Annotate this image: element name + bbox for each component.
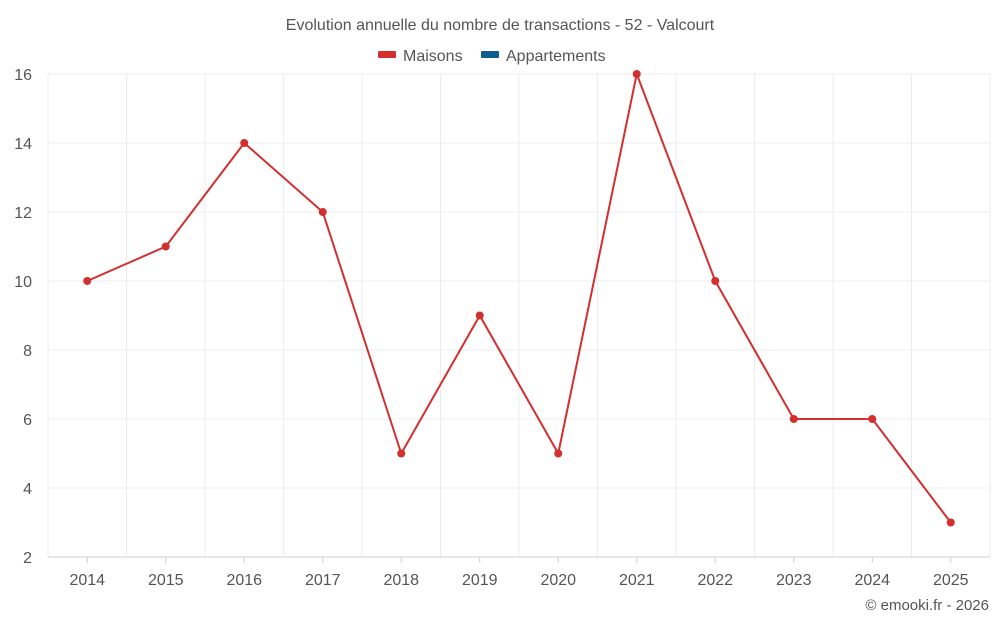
legend-label-maisons[interactable]: Maisons <box>403 48 463 65</box>
x-tick-label-2020: 2020 <box>540 572 576 589</box>
credit-text: © emooki.fr - 2026 <box>865 597 989 614</box>
y-tick-label-14: 14 <box>14 136 32 153</box>
legend-swatch-appartements[interactable] <box>481 51 499 58</box>
series-layer <box>83 70 955 527</box>
data-point-maisons-2020[interactable] <box>554 449 563 458</box>
y-tick-label-12: 12 <box>14 205 32 222</box>
data-point-maisons-2014[interactable] <box>83 277 92 285</box>
data-point-maisons-2016[interactable] <box>240 139 249 147</box>
data-point-maisons-2018[interactable] <box>397 449 406 458</box>
x-tick-label-2016: 2016 <box>226 572 262 589</box>
x-axis-ticks: 2014 2015 2016 2017 2018 2019 2020 2021 2022 2023… <box>69 557 969 589</box>
x-tick-label-2024: 2024 <box>854 572 890 589</box>
x-tick-label-2017: 2017 <box>305 572 341 589</box>
y-tick-label-10: 10 <box>14 274 32 291</box>
data-point-maisons-2025[interactable] <box>946 518 955 527</box>
x-tick-label-2022: 2022 <box>697 572 733 589</box>
grid <box>47 73 991 558</box>
x-tick-label-2019: 2019 <box>462 572 498 589</box>
x-tick-label-2023: 2023 <box>776 572 812 589</box>
x-tick-label-2025: 2025 <box>933 572 969 589</box>
x-tick-label-2014: 2014 <box>69 572 105 589</box>
legend-label-appartements[interactable]: Appartements <box>506 48 606 65</box>
y-tick-label-6: 6 <box>23 412 32 429</box>
y-tick-label-8: 8 <box>23 343 32 360</box>
data-point-maisons-2023[interactable] <box>789 415 798 423</box>
data-point-maisons-2017[interactable] <box>318 208 327 216</box>
data-point-maisons-2024[interactable] <box>868 415 877 423</box>
data-point-maisons-2021[interactable] <box>632 70 641 78</box>
x-tick-label-2021: 2021 <box>619 572 655 589</box>
data-point-maisons-2015[interactable] <box>161 242 170 251</box>
series-line-maisons <box>86 73 952 524</box>
y-tick-label-16: 16 <box>14 67 32 84</box>
x-tick-label-2015: 2015 <box>148 572 184 589</box>
legend-swatch-maisons[interactable] <box>378 51 396 58</box>
data-point-maisons-2019[interactable] <box>475 311 484 320</box>
legend: Maisons Appartements <box>378 48 606 65</box>
chart-title: Evolution annuelle du nombre de transact… <box>286 17 715 34</box>
x-tick-label-2018: 2018 <box>383 572 419 589</box>
y-tick-label-2: 2 <box>23 550 32 567</box>
data-point-maisons-2022[interactable] <box>711 277 720 285</box>
y-axis-ticks: 2 4 6 8 10 12 14 16 <box>14 67 32 567</box>
y-tick-label-4: 4 <box>23 481 32 498</box>
